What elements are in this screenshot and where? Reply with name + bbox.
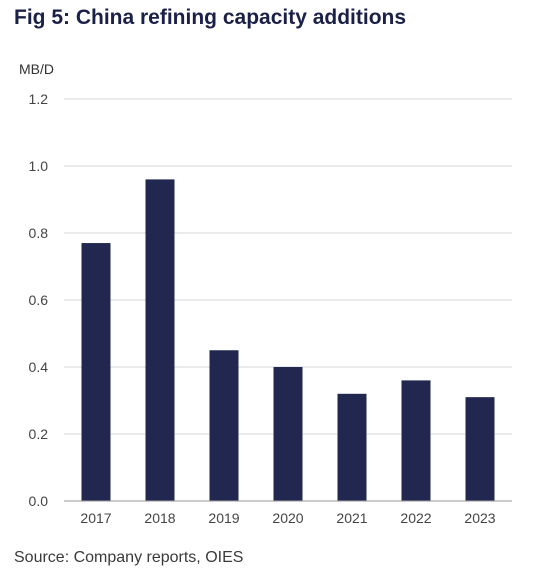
- y-tick-label: 0.8: [29, 225, 49, 241]
- bar-2017: [81, 243, 111, 502]
- bar-2023: [465, 397, 495, 501]
- x-tick-label: 2017: [80, 510, 111, 526]
- bar-2022: [401, 380, 431, 501]
- bar-2018: [145, 179, 175, 501]
- x-tick-label: 2020: [272, 510, 303, 526]
- bar-2021: [337, 393, 367, 501]
- y-tick-label: 0.6: [29, 292, 49, 308]
- y-axis-tick-labels: 0.0 0.2 0.4 0.6 0.8 1.0 1.2: [29, 91, 49, 509]
- x-tick-label: 2023: [464, 510, 495, 526]
- x-tick-label: 2022: [400, 510, 431, 526]
- bars: [81, 179, 495, 502]
- bar-2020: [273, 367, 303, 501]
- y-tick-label: 0.2: [29, 426, 49, 442]
- y-tick-label: 1.2: [29, 91, 49, 107]
- y-tick-label: 0.4: [29, 359, 49, 375]
- x-axis-tick-labels: 2017 2018 2019 2020 2021 2022 2023: [80, 510, 495, 526]
- x-tick-label: 2018: [144, 510, 175, 526]
- y-axis-unit-label: MB/D: [19, 61, 54, 77]
- y-tick-label: 0.0: [29, 493, 49, 509]
- bar-2019: [209, 350, 239, 501]
- y-tick-label: 1.0: [29, 158, 49, 174]
- x-tick-label: 2019: [208, 510, 239, 526]
- x-tick-label: 2021: [336, 510, 367, 526]
- chart-title: Fig 5: China refining capacity additions: [14, 6, 407, 29]
- source-note: Source: Company reports, OIES: [14, 549, 244, 566]
